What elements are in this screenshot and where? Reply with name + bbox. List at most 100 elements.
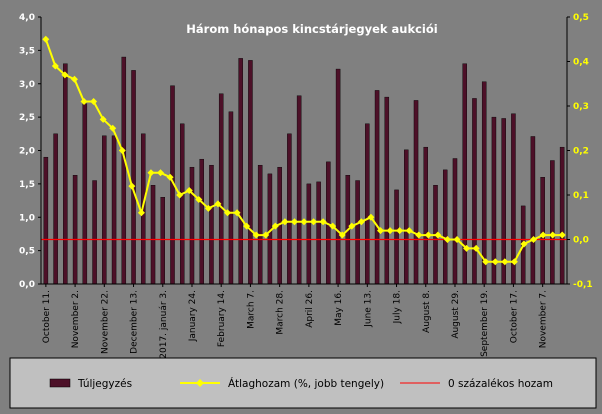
- y-left-tick-labels: 0,0 0,5 1,0 1,5 2,0 2,5 3,0 3,5 4,0: [19, 13, 35, 290]
- y-left-tick-label: 1,5: [19, 180, 35, 190]
- yield-point: [405, 227, 413, 235]
- y-left-tick-label: 3,5: [19, 46, 35, 56]
- y-left-tick-label: 2,5: [19, 113, 35, 123]
- yield-point: [482, 258, 490, 266]
- line-series: [42, 35, 566, 266]
- bar: [218, 93, 224, 285]
- x-tick-label: September 19.: [480, 290, 490, 357]
- legend: Túljegyzés Átlaghozam (%, jobb tengely) …: [9, 357, 597, 409]
- x-tick-label: August 8.: [422, 290, 432, 333]
- yield-point: [233, 209, 241, 217]
- x-tick-label: January 24.: [188, 290, 198, 342]
- yield-point: [310, 218, 318, 226]
- bar: [150, 185, 156, 285]
- yield-point: [262, 231, 270, 239]
- yield-point: [223, 209, 231, 217]
- yield-point: [520, 240, 528, 248]
- yield-point: [377, 227, 385, 235]
- bar-series: [43, 56, 565, 285]
- x-tick-label: December 13.: [130, 290, 140, 354]
- yield-point: [204, 204, 212, 212]
- x-tick-label: May 16.: [334, 290, 344, 326]
- legend-bar-swatch: [49, 378, 71, 388]
- axes: [38, 16, 570, 287]
- bar: [550, 160, 555, 285]
- yield-point: [338, 231, 346, 239]
- yield-point: [348, 222, 356, 230]
- yield-point: [501, 258, 509, 266]
- y-right-tick-label: -0,1: [573, 280, 593, 290]
- yield-point: [290, 218, 298, 226]
- yield-point: [549, 231, 557, 239]
- yield-point: [99, 115, 107, 123]
- yield-point: [415, 231, 423, 239]
- bar: [82, 103, 88, 285]
- bar: [413, 100, 419, 285]
- bar: [355, 180, 360, 285]
- x-tick-label: February 14.: [217, 290, 227, 347]
- y-left-tick-label: 3,0: [19, 80, 35, 90]
- yield-point: [434, 231, 442, 239]
- legend-diamond-icon: [196, 379, 204, 387]
- x-tick-label: November 22.: [100, 290, 110, 354]
- bar: [121, 56, 127, 285]
- bar: [248, 60, 253, 285]
- yield-point: [147, 169, 155, 177]
- bar: [189, 166, 195, 285]
- yield-point: [70, 75, 78, 83]
- legend-label-ref: 0 százalékos hozam: [448, 378, 553, 390]
- yield-point: [42, 35, 50, 43]
- bar: [530, 136, 536, 285]
- x-tick-label: August 29.: [451, 290, 461, 339]
- yield-point: [357, 218, 365, 226]
- bar: [481, 81, 487, 285]
- yield-point: [166, 173, 174, 181]
- legend-label-bars: Túljegyzés: [77, 378, 132, 390]
- legend-label-line: Átlaghozam (%, jobb tengely): [228, 377, 384, 390]
- bar: [111, 135, 117, 285]
- yield-point: [252, 231, 260, 239]
- yield-point: [510, 258, 518, 266]
- yield-point: [80, 98, 88, 106]
- x-tick-label: March 7.: [246, 290, 256, 329]
- yield-point: [157, 169, 165, 177]
- bar: [238, 58, 243, 285]
- x-tick-label: July 18.: [393, 290, 403, 324]
- yield-point: [424, 231, 432, 239]
- yield-point: [367, 213, 375, 221]
- bar: [296, 95, 302, 285]
- x-tick-label: November 2.: [71, 290, 81, 348]
- y-left-tick-label: 1,0: [19, 213, 35, 223]
- yield-point: [530, 236, 538, 243]
- bar: [160, 197, 166, 285]
- yield-point: [386, 227, 394, 235]
- yield-point: [281, 218, 289, 226]
- bar: [365, 123, 370, 285]
- bar: [63, 63, 68, 285]
- yield-point: [243, 222, 251, 230]
- yield-point: [128, 182, 136, 190]
- bar: [199, 158, 204, 285]
- chart-title: Három hónapos kincstárjegyek aukciói: [186, 22, 437, 36]
- bar: [316, 181, 321, 285]
- yield-point: [90, 98, 98, 106]
- x-tick-label: June 13.: [363, 290, 373, 328]
- x-tick-label: March 28.: [276, 290, 286, 335]
- x-tick-label: October 11.: [42, 290, 52, 343]
- y-right-tick-label: 0,2: [573, 147, 589, 157]
- yield-point: [463, 244, 471, 252]
- bar: [306, 183, 312, 285]
- bar: [404, 149, 409, 285]
- yield-point: [453, 236, 461, 243]
- y-left-tick-label: 0,0: [19, 280, 35, 290]
- bar: [287, 133, 292, 285]
- y-right-tick-label: 0,3: [573, 102, 589, 112]
- x-tick-labels: October 11. November 2. November 22. Decemb…: [42, 290, 549, 359]
- x-tick-label: April 26.: [305, 290, 315, 328]
- y-right-tick-label: 0,1: [573, 191, 589, 201]
- bar: [53, 133, 58, 285]
- yield-point: [443, 236, 451, 243]
- yield-point: [539, 231, 547, 239]
